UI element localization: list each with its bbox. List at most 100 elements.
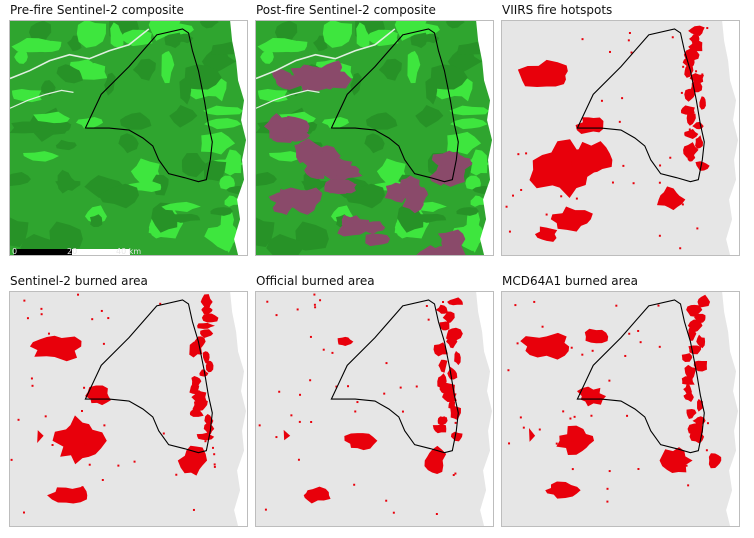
burned-speck (525, 152, 528, 155)
sea-area (230, 292, 247, 526)
burned-speck (669, 156, 672, 159)
burned-speck (322, 348, 325, 351)
burned-speck (425, 304, 428, 307)
burned-speck (571, 468, 574, 471)
vegetation-texture (266, 233, 304, 255)
burned-speck (561, 213, 564, 216)
vegetation-texture (169, 104, 198, 128)
burned-speck (679, 247, 682, 250)
burned-speck (680, 91, 683, 94)
burned-speck (681, 203, 684, 206)
burned-patch (683, 142, 699, 158)
burned-patch (686, 409, 697, 420)
burned-speck (100, 309, 103, 312)
vegetation-texture (456, 207, 479, 216)
vegetation-texture (356, 22, 370, 48)
burned-speck (26, 317, 29, 320)
burned-speck (101, 479, 104, 481)
burn-scar (431, 150, 468, 171)
burned-speck (10, 458, 13, 461)
burn-scar (274, 187, 310, 209)
burned-patch (695, 135, 704, 149)
burned-speck (102, 342, 105, 345)
burned-speck (624, 354, 627, 357)
burn-scar (275, 116, 297, 133)
burned-speck (628, 32, 631, 34)
burned-speck (17, 418, 20, 421)
burned-speck (639, 341, 642, 344)
burned-speck (611, 181, 614, 184)
burned-speck (107, 317, 110, 320)
burned-speck (615, 304, 618, 307)
burned-patch (550, 206, 593, 232)
sea-area (230, 21, 247, 255)
vegetation-texture (445, 21, 465, 29)
burned-speck (570, 346, 573, 349)
burned-speck (331, 351, 334, 354)
burned-speck (192, 508, 195, 511)
burn-scar (331, 165, 363, 179)
burned-speck (258, 424, 261, 427)
burned-speck (401, 410, 404, 413)
burned-speck (196, 468, 199, 471)
burned-speck (211, 446, 214, 449)
vegetation-texture (41, 80, 56, 96)
vegetation-texture (468, 149, 488, 176)
vegetation-texture (450, 118, 488, 130)
burned-speck (685, 464, 688, 467)
vegetation-texture (14, 49, 28, 64)
burned-patch (687, 423, 704, 435)
burned-speck (175, 473, 178, 476)
burned-patch (681, 353, 693, 363)
burned-speck (516, 342, 519, 345)
burned-speck (571, 439, 574, 442)
vegetation-texture (10, 172, 31, 186)
burned-speck (541, 325, 544, 328)
burned-speck (264, 508, 267, 511)
burned-speck (671, 206, 674, 209)
burned-patch (683, 392, 694, 402)
burned-patch (684, 88, 696, 102)
burned-speck (44, 415, 47, 418)
burned-patch (689, 73, 704, 85)
burned-speck (83, 386, 86, 389)
vegetation-texture (118, 133, 139, 154)
burned-speck (606, 487, 609, 490)
burned-speck (637, 329, 640, 332)
burned-speck (705, 449, 708, 452)
burn-scar (365, 233, 391, 247)
vegetation-texture (33, 111, 70, 124)
burned-speck (591, 349, 594, 352)
burned-speck (695, 70, 698, 73)
burned-speck (608, 50, 611, 53)
scale-label-20: 20 (67, 247, 78, 256)
burned-speck (575, 197, 578, 200)
vegetation-texture (49, 221, 83, 251)
burned-patch (708, 453, 722, 469)
burned-speck (671, 36, 674, 39)
burned-speck (696, 227, 699, 230)
burned-speck (533, 300, 536, 303)
burned-speck (687, 484, 690, 487)
burned-speck (84, 443, 87, 446)
vegetation-texture (200, 131, 236, 155)
vegetation-texture (10, 217, 29, 247)
river-line (10, 89, 74, 109)
burned-speck (701, 73, 704, 76)
vegetation-texture (148, 21, 181, 41)
burned-speck (618, 120, 621, 123)
vegetation-texture (179, 77, 192, 105)
sea-area (476, 21, 493, 255)
burn-scar (305, 68, 334, 90)
burned-speck (213, 465, 216, 468)
burned-patch (566, 141, 613, 175)
vegetation-texture (183, 64, 222, 90)
burned-speck (706, 422, 709, 425)
burned-patch (205, 360, 214, 373)
vegetation-texture (449, 105, 489, 116)
burned-speck (590, 414, 593, 417)
burned-speck (706, 27, 709, 30)
burned-speck (335, 385, 338, 388)
burned-speck (517, 153, 520, 156)
burned-speck (354, 410, 357, 413)
